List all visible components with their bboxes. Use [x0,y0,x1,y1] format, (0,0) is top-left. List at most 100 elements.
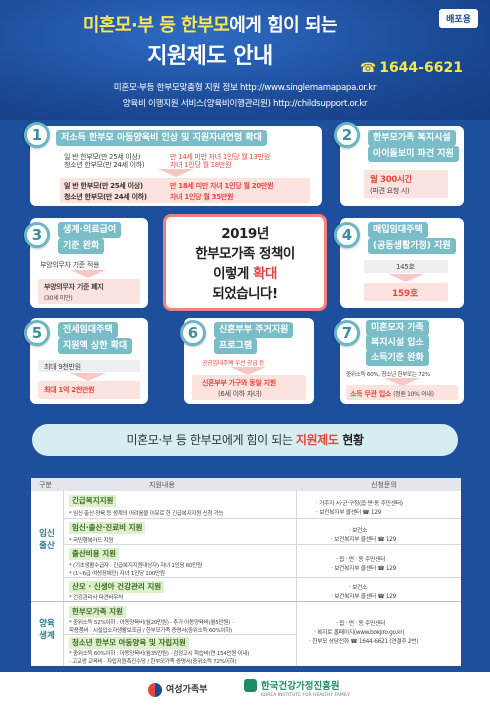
row-title: 산모 · 신생아 건강관리 지원 [69,581,165,593]
row-contact: · 읍 · 면 · 동 주민센터 [336,621,386,627]
row-contact: · 거주지 시·군·구청(읍·면·동 주민센터) [316,501,403,507]
institute-name: 한국건강가정진흥원 [261,681,340,692]
card-3-before-text: 부양의무자 기준 적용 [40,261,100,269]
row-contact: · 읍 · 면 · 동 주민센터 [336,557,386,563]
url-line1[interactable]: 미혼모·부등 한부모맞춤형 지원 정보 http://www.singlemam… [113,83,377,93]
row-contact[interactable]: · 한부모 상담전화 ☎ 1644-6621 (연결후 2번) [309,639,419,645]
row-desc: 학용품비 · 시설입소자생활보조금 / 한부모가족 증명서(중위소득 60%이하… [69,628,232,634]
center-message: 2019년 한부모가족 정책이 이렇게 확대 되었습니다! [163,214,327,311]
category-pregnancy: 임신 출산 [31,528,63,552]
category-parenting: 양육 생계 [31,618,63,642]
status-suffix: 현황 [338,433,364,447]
center-line2: 한부모가족 정책이 [195,246,295,262]
card-7-arrow [384,378,420,386]
row-desc: * (1~6급 여성장애인) 자녀 1인당 100만원 [69,571,165,577]
ministry-logo: 여성가족부 [148,682,207,697]
card-1-row4-a: 청소년 한부모(만 24세 이하) [64,193,147,201]
category-parenting-line2: 생계 [39,631,55,641]
card-6-number: 6 [180,320,206,346]
url-line2[interactable]: 양육비 이행지원 서비스(양육비이행관리원) http://childsuppo… [122,99,368,109]
institute-logo: 한국건강가정진흥원 KOREA INSTITUTE FOR HEALTHY FA… [244,678,350,698]
center-line3-a: 이렇게 [213,266,254,282]
title-line2: 지원제도 안내 [147,44,273,69]
row-desc: * 중위소득 60%이하 : 아동양육비(월35만원) · 검정고시 학습비(연… [69,651,250,657]
card-1-row3-a: 일 반 한부모(만 25세 이상) [64,182,143,190]
header-content: 지원내용 [149,481,175,489]
distribution-badge: 배포용 [439,9,478,28]
card-7-after: 소득 무관 입소 [350,390,392,398]
card-1-number: 1 [24,122,50,148]
row-divider [63,518,461,519]
institute-icon [244,679,257,692]
card-1-row1-b: 만 14세 미만 자녀 1인당 월 13만원 [170,153,270,161]
row-desc: · 고교생 교육비 · 자립지원촉진수당 / 한부모가족 증명서(중위소득 72… [69,659,237,665]
row-title: 임신·출산·진료비 지원 [69,522,146,534]
row-divider [63,634,296,635]
row-contact[interactable]: · 복지로 홈페이지(www.bokjiro.go.kr) [314,630,405,636]
title-highlight: 미혼모·부 등 한부모 [82,15,230,36]
card-7-number: 7 [334,320,360,346]
card-6-arrow [230,367,266,375]
card-7-title-line2: 복지시설 입소 [366,335,429,351]
card-1-row3-b: 만 18세 미만 자녀 1인당 월 20만원 [170,182,274,190]
card-2-result-bar [364,170,448,198]
center-line3: 이렇게 확대 [166,264,324,284]
card-3-before: 부양의무자 기준 적용 [40,260,99,270]
card-1-row1-a: 일 반 한부모(만 25세 이상) [64,153,141,161]
card-6-title-line2: 프로그램 [214,338,258,354]
taegeuk-icon [148,682,162,697]
card-6-title-line1: 신혼부부 주거지원 [214,322,294,338]
card-1-row2-b: 자녀 1인당 월 18만원 [170,161,232,169]
center-line1: 2019년 [221,226,269,242]
row-divider [63,577,461,578]
card-5-title-line2: 지원액 상한 확대 [58,338,133,354]
card-5-result-bar [38,381,140,399]
card-5-before-bar [38,360,140,372]
row-contact: · 보건복지부 콜센터 ☎ 129 [331,566,397,572]
card-4-arrow [388,274,424,282]
card-4-before: 145호 [396,263,415,271]
card-2-title-line1: 한부모가족 복지시설 [368,130,456,146]
card-4-title-line1: 매입임대주택 [368,222,428,238]
row-desc: * 국민행복카드 지원 [69,538,114,544]
card-3-title-line1: 생계·의료급여 [58,222,122,238]
card-7-title-line1: 미혼모자 가족 [366,320,429,336]
status-highlight: 지원제도 [295,433,339,447]
card-2-title-line2: 아이돌보미 파견 지원 [368,146,459,162]
card-7-after-line: 소득 무관 입소 (정원 10% 이내) [350,389,434,399]
row-title: 한부모가족 지원 [69,606,126,618]
row-desc: * 건강관리사 파견바우처 [69,595,123,601]
phone-text: 1644-6621 [379,60,463,76]
status-heading: 미혼모·부 등 한부모에게 힘이 되는 지원제도 현황 [32,424,458,456]
row-title: 출산비용 지원 [69,548,120,560]
card-2-value: 월 300시간 [370,175,413,185]
card-7-after-sub: (정원 10% 이내) [393,391,434,398]
card-3-after-sub: (30세 미만) [44,295,73,302]
row-title: 긴급복지지원 [69,495,117,507]
header-category: 구분 [39,481,52,489]
footer: 여성가족부 한국건강가정진흥원 KOREA INSTITUTE FOR HEAL… [0,672,490,709]
title-rest: 에게 힘이 되는 [229,15,338,36]
card-2: 한부모가족 복지시설 아이돌보미 파견 지원 월 300시간 (파견 요청 시) [340,126,464,206]
card-5-number: 5 [24,320,50,346]
support-table: 구분 지원내용 신청문의 임신 출산 양육 생계 긴급복지지원 * 임신·출산·… [31,478,461,666]
institute-subname: KOREA INSTITUTE FOR HEALTHY FAMILY [261,693,350,698]
row-desc: * 임신·출산·양육 등 생계의 어려움을 이유로 한 긴급복지지원 신청 가능 [69,511,224,517]
ministry-name: 여성가족부 [166,685,208,695]
category-pregnancy-line1: 임신 [39,529,55,539]
row-contact: · 보건소 [349,528,368,534]
card-5-after: 최대 1억 2천만원 [44,386,95,394]
phone-number[interactable]: ☎ 1644-6621 [360,60,463,76]
card-7-result-bar [346,385,458,400]
card-4-title-line2: (공동생활가정) 지원 [368,238,456,254]
card-3-after: 부양의무자 기준 폐지 [44,283,104,291]
category-pregnancy-line2: 출산 [39,541,55,551]
header-contact: 신청문의 [371,481,397,489]
card-7-before: 중위소득 60%, 청소년 한부모는 72% [346,372,430,378]
row-contact: · 보건복지부 콜센터 ☎ 129 [316,510,382,516]
card-4-result-bar [364,283,448,301]
row-contact: · 보건소 [349,585,368,591]
card-4: 매입임대주택 (공동생활가정) 지원 145호 159호 [340,218,464,308]
card-7: 미혼모자 가족 복지시설 입소 소득기준 완화 중위소득 60%, 청소년 한부… [340,318,464,404]
card-6-before: 공공임대주택 우선 공급 등 [202,360,265,367]
